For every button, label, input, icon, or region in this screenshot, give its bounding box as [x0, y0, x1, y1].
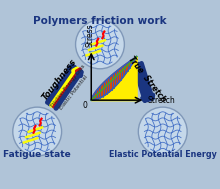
Text: Elastic Potential: Elastic Potential — [59, 74, 89, 110]
Text: Polymers friction work: Polymers friction work — [33, 16, 167, 26]
Text: 0: 0 — [83, 101, 88, 110]
Text: Friction Energy Loss: Friction Energy Loss — [50, 64, 86, 108]
Text: Stretch: Stretch — [148, 96, 176, 105]
Circle shape — [138, 107, 187, 156]
Text: Fatigue state: Fatigue state — [3, 150, 71, 160]
Circle shape — [75, 20, 124, 69]
Text: Elastic Potential Energy: Elastic Potential Energy — [109, 150, 217, 160]
Text: Stress: Stress — [85, 23, 94, 47]
Text: Toughness: Toughness — [41, 57, 79, 102]
Polygon shape — [91, 57, 137, 100]
Text: True  Stretch: True Stretch — [126, 55, 168, 104]
Circle shape — [13, 107, 62, 156]
